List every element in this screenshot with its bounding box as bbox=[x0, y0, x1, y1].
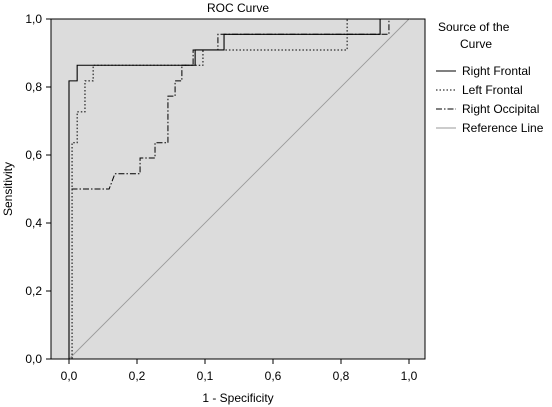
y-tick-label: 0,4 bbox=[25, 216, 42, 230]
y-axis-title: Sensitivity bbox=[1, 162, 15, 216]
series-right-frontal bbox=[68, 18, 409, 359]
axes-layer: 0,0 0,2 0,1 0,6 0,8 1,0 0,0 0,2 0,4 0,6 0,8 1,0 bbox=[25, 12, 417, 383]
legend-title-line-1: Source of the bbox=[438, 20, 510, 34]
plot-background bbox=[50, 18, 426, 360]
legend-items: Right Frontal Left Frontal Right Occipital… bbox=[436, 64, 544, 135]
y-tick-label: 0,0 bbox=[25, 352, 42, 366]
legend-label-reference-line: Reference Line bbox=[462, 121, 544, 135]
legend-label-left-frontal: Left Frontal bbox=[462, 83, 523, 97]
legend: Source of the Curve Right Frontal Left Fr… bbox=[436, 20, 544, 135]
x-axis-title: 1 - Specificity bbox=[202, 391, 273, 405]
plot-area bbox=[50, 18, 426, 360]
chart-title: ROC Curve bbox=[207, 1, 269, 15]
x-tick-label: 0,0 bbox=[61, 369, 78, 383]
legend-label-right-occipital: Right Occipital bbox=[462, 102, 539, 116]
series-left-frontal bbox=[69, 18, 409, 360]
y-tick-label: 0,8 bbox=[25, 80, 42, 94]
legend-label-right-frontal: Right Frontal bbox=[462, 64, 531, 78]
legend-title-line-2: Curve bbox=[460, 37, 492, 51]
x-tick-label: 0,8 bbox=[333, 369, 350, 383]
x-tick-label: 0,6 bbox=[265, 369, 282, 383]
y-tick-label: 1,0 bbox=[25, 12, 42, 26]
x-tick-label: 1,0 bbox=[401, 369, 418, 383]
y-tick-label: 0,2 bbox=[25, 284, 42, 298]
series-reference-line bbox=[68, 18, 410, 360]
series-layer bbox=[68, 18, 410, 360]
y-tick-label: 0,6 bbox=[25, 148, 42, 162]
x-tick-label: 0,2 bbox=[129, 369, 146, 383]
x-tick-label: 0,1 bbox=[197, 369, 214, 383]
